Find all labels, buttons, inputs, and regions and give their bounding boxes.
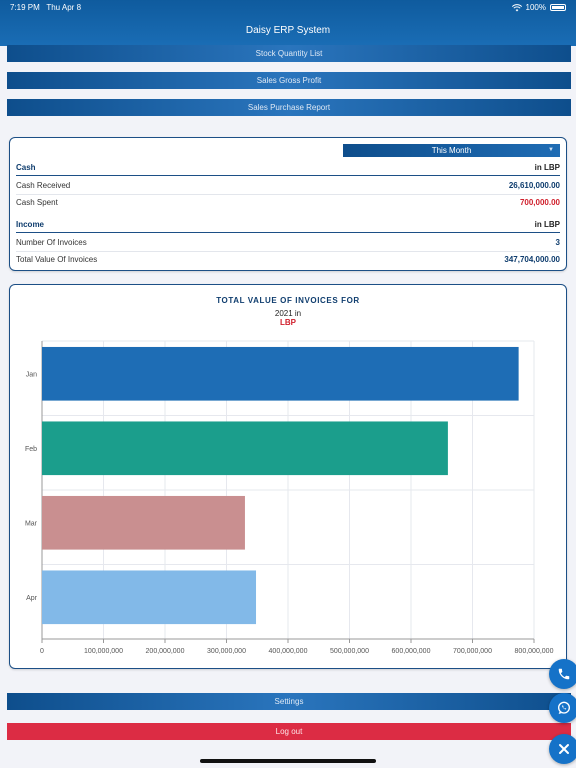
close-icon [559, 744, 569, 754]
cash-title: Cash [16, 163, 36, 172]
number-of-invoices-label: Number Of Invoices [16, 238, 87, 247]
battery-percent: 100% [525, 3, 546, 12]
chart-unit: LBP [280, 318, 296, 327]
x-tick-label: 600,000,000 [392, 648, 431, 655]
divider [16, 194, 560, 195]
status-date: Thu Apr 8 [46, 3, 82, 12]
home-indicator [200, 759, 376, 763]
category-label: Feb [25, 446, 37, 453]
invoices-bar-chart: 0 100,000,000 200,000,000 300,000,000 400,00… [25, 340, 554, 655]
income-currency: in LBP [534, 220, 560, 229]
income-title: Income [16, 220, 45, 229]
x-tick-label: 800,000,000 [515, 648, 554, 655]
sales-purchase-report-button[interactable]: Sales Purchase Report [7, 99, 571, 116]
cash-received-value: 26,610,000.00 [508, 181, 560, 190]
sales-gross-profit-button[interactable]: Sales Gross Profit [7, 72, 571, 89]
bar-jan [42, 346, 519, 401]
number-of-invoices-row: Number Of Invoices 3 [16, 235, 560, 250]
close-fab-button[interactable] [549, 734, 576, 764]
log-out-button[interactable]: Log out [7, 723, 571, 740]
bar-mar [42, 495, 245, 550]
period-select[interactable]: This Month ▼ [343, 144, 560, 157]
category-label: Mar [25, 520, 38, 527]
wifi-icon [511, 3, 522, 11]
cash-spent-value: 700,000.00 [519, 198, 560, 207]
x-tick-label: 700,000,000 [453, 648, 492, 655]
period-select-value: This Month [431, 146, 472, 155]
divider [16, 251, 560, 252]
status-clock: 7:19 PM [10, 3, 40, 12]
battery-icon [550, 4, 566, 11]
phone-button[interactable] [549, 659, 576, 689]
chart-title: TOTAL VALUE OF INVOICES FOR [216, 296, 360, 305]
chevron-down-icon: ▼ [548, 147, 554, 153]
cash-spent-label: Cash Spent [16, 198, 58, 207]
bar-apr [42, 570, 257, 625]
cash-spent-row: Cash Spent 700,000.00 [16, 195, 560, 210]
total-invoices-label: Total Value Of Invoices [16, 255, 98, 264]
whatsapp-button[interactable] [549, 693, 576, 723]
total-invoices-row: Total Value Of Invoices 347,704,000.00 [16, 252, 560, 267]
settings-button[interactable]: Settings [7, 693, 571, 710]
cash-received-label: Cash Received [16, 181, 71, 190]
status-time: 7:19 PM Thu Apr 8 [10, 3, 81, 12]
x-tick-label: 0 [40, 648, 44, 655]
number-of-invoices-value: 3 [555, 238, 560, 247]
cash-section-header: Cash in LBP [16, 161, 560, 176]
cash-received-row: Cash Received 26,610,000.00 [16, 178, 560, 193]
x-tick-label: 100,000,000 [84, 648, 123, 655]
app-title: Daisy ERP System [245, 25, 331, 36]
whatsapp-icon [558, 701, 570, 714]
summary-card: This Month ▼ Cash in LBP Cash Received 2… [9, 137, 567, 271]
income-section-header: Income in LBP [16, 218, 560, 233]
category-label: Apr [26, 595, 38, 602]
x-tick-label: 500,000,000 [330, 648, 369, 655]
app-header: 7:19 PM Thu Apr 8 100% Daisy ERP System [0, 0, 576, 46]
x-tick-label: 200,000,000 [146, 648, 185, 655]
stock-quantity-list-button[interactable]: Stock Quantity List [7, 45, 571, 62]
category-label: Jan [26, 371, 37, 378]
chart-subtitle: 2021 in [274, 309, 302, 318]
cash-currency: in LBP [534, 163, 560, 172]
chart-card: TOTAL VALUE OF INVOICES FOR 2021 in LBP … [9, 284, 567, 669]
total-invoices-value: 347,704,000.00 [504, 255, 560, 264]
status-indicators: 100% [511, 3, 566, 12]
phone-icon [558, 668, 570, 680]
bar-feb [42, 421, 448, 476]
x-tick-label: 400,000,000 [269, 648, 308, 655]
x-tick-label: 300,000,000 [207, 648, 246, 655]
